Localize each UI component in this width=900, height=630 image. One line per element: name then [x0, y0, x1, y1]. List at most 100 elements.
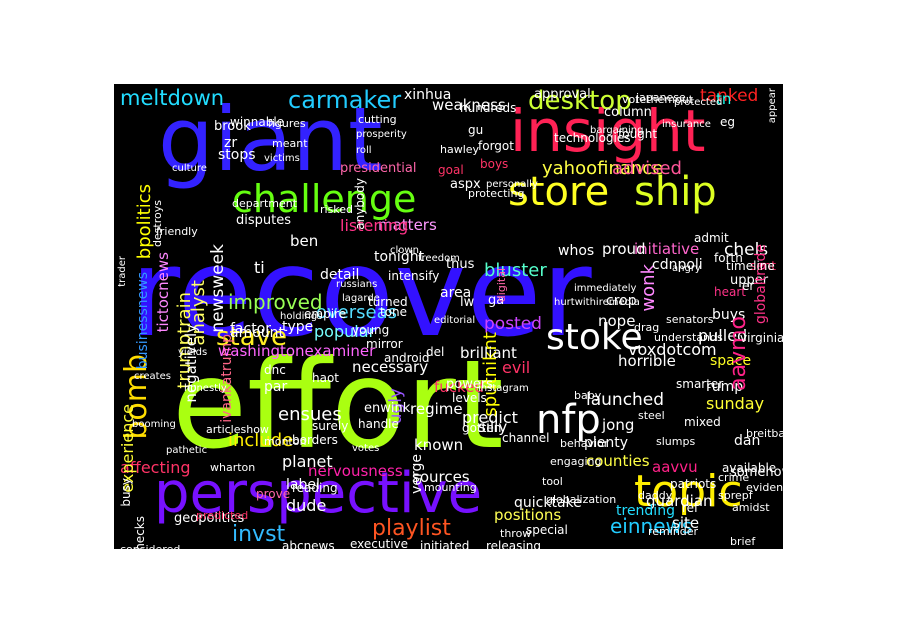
cloud-word: stops: [218, 147, 256, 163]
cloud-word: nfp: [536, 397, 601, 443]
cloud-word: trader: [117, 256, 128, 287]
cloud-word: somehow: [730, 465, 783, 480]
cloud-word: forth: [714, 251, 743, 265]
cloud-word: personally: [486, 179, 538, 190]
cloud-word: predict: [462, 408, 518, 427]
cloud-word: pulled: [698, 326, 748, 345]
cloud-word: stoke: [546, 317, 643, 358]
cloud-word: ship: [634, 169, 717, 215]
cloud-word: area: [440, 285, 472, 301]
cloud-word: daddy: [638, 489, 673, 502]
cloud-word: throw: [500, 527, 532, 540]
cloud-word: weakness: [432, 96, 506, 114]
cloud-word: meant: [272, 137, 308, 150]
cloud-word: handle: [358, 417, 399, 431]
cloud-word: considered: [120, 544, 180, 549]
cloud-word: cutting: [358, 113, 397, 126]
cloud-word: invst: [232, 522, 286, 547]
cloud-word: reading: [292, 481, 338, 495]
cloud-word: crop: [606, 293, 637, 309]
cloud-word: bargaining: [590, 125, 644, 136]
cloud-word: digital: [495, 268, 508, 303]
cloud-word: pathetic: [166, 445, 208, 456]
cloud-word: perspective: [154, 461, 483, 526]
cloud-word: amount: [230, 325, 285, 341]
cloud-word: borders: [292, 433, 338, 447]
cloud-word: freedom: [418, 253, 460, 264]
cloud-word: articleshow: [206, 423, 269, 436]
cloud-word: goal: [438, 163, 464, 177]
cloud-word: globaltrade: [753, 244, 769, 325]
cloud-word: verge: [409, 454, 425, 494]
cloud-word: monton: [264, 435, 307, 448]
cloud-word: ref: [682, 501, 699, 515]
cloud-word: regime: [410, 400, 463, 418]
cloud-word: steel: [638, 409, 665, 422]
cloud-word: quicktake: [514, 495, 582, 511]
cloud-word: tool: [542, 475, 563, 488]
cloud-word: enwink: [364, 401, 411, 416]
cloud-word: known: [414, 436, 464, 454]
cloud-word: admit: [694, 231, 729, 245]
cloud-word: effort: [172, 334, 504, 476]
cloud-word: destroys: [151, 200, 164, 248]
cloud-word: guardian: [646, 492, 713, 510]
cloud-word: disputes: [236, 213, 291, 228]
cloud-word: crime: [718, 471, 750, 484]
cloud-word: appear: [767, 88, 778, 124]
cloud-word: gotten: [462, 421, 502, 435]
cloud-word: plenty: [584, 435, 629, 451]
cloud-word: desktop: [528, 86, 632, 116]
cloud-word: anybody: [353, 178, 367, 230]
cloud-word: evil: [502, 358, 531, 377]
cloud-word: initiated: [420, 539, 470, 549]
cloud-word: tanked: [700, 86, 759, 106]
cloud-word: newsweek: [208, 244, 228, 333]
cloud-word: empire: [304, 307, 347, 321]
cloud-word: store: [508, 169, 610, 215]
cloud-word: aavvu: [652, 458, 698, 476]
cloud-word: votes: [352, 443, 380, 454]
cloud-word: presidential: [340, 161, 417, 176]
cloud-word: positions: [494, 506, 562, 524]
cloud-word: zr: [224, 135, 238, 151]
cloud-word: drag: [634, 321, 660, 334]
cloud-word: recover: [130, 222, 592, 364]
cloud-word: protected: [674, 97, 723, 108]
cloud-word: popular: [314, 322, 376, 341]
cloud-word: immediately: [574, 283, 637, 294]
cloud-word: globalization: [546, 493, 617, 506]
cloud-word: tone: [380, 305, 408, 319]
cloud-word: planet: [282, 452, 333, 471]
cloud-word: del: [426, 345, 445, 359]
cloud-word: trending: [616, 503, 675, 519]
cloud-word: listening: [340, 216, 409, 235]
cloud-word: ben: [290, 232, 319, 250]
cloud-word: instagram: [478, 383, 529, 394]
cloud-word: aavmo: [726, 316, 751, 391]
cloud-word: detail: [320, 267, 360, 283]
cloud-word: young: [352, 323, 390, 337]
cloud-word: hundreds: [460, 101, 517, 115]
cloud-word: challenge: [232, 177, 417, 221]
cloud-word: slumps: [656, 435, 696, 448]
cloud-word: mixed: [684, 415, 721, 429]
cloud-word: tictocnews: [154, 252, 172, 333]
cloud-word: tonight: [374, 249, 425, 265]
cloud-word: brook: [214, 119, 251, 134]
cloud-word: engaging: [550, 455, 602, 468]
cloud-word: sources: [412, 468, 470, 486]
cloud-word: washingtonexaminer: [218, 342, 376, 360]
cloud-word: whos: [558, 243, 595, 259]
cloud-word: gu: [468, 123, 484, 137]
cloud-word: busy: [119, 478, 133, 507]
cloud-word: proud: [602, 240, 646, 258]
cloud-word: angry: [672, 263, 701, 274]
cloud-word: improved: [228, 290, 323, 314]
cloud-word: counties: [586, 452, 650, 470]
cloud-word: label: [286, 477, 320, 493]
cloud-word: victims: [264, 153, 300, 164]
cloud-word: nervousness: [308, 462, 403, 480]
cloud-word: dude: [286, 496, 327, 515]
cloud-word: overseas: [316, 302, 397, 323]
